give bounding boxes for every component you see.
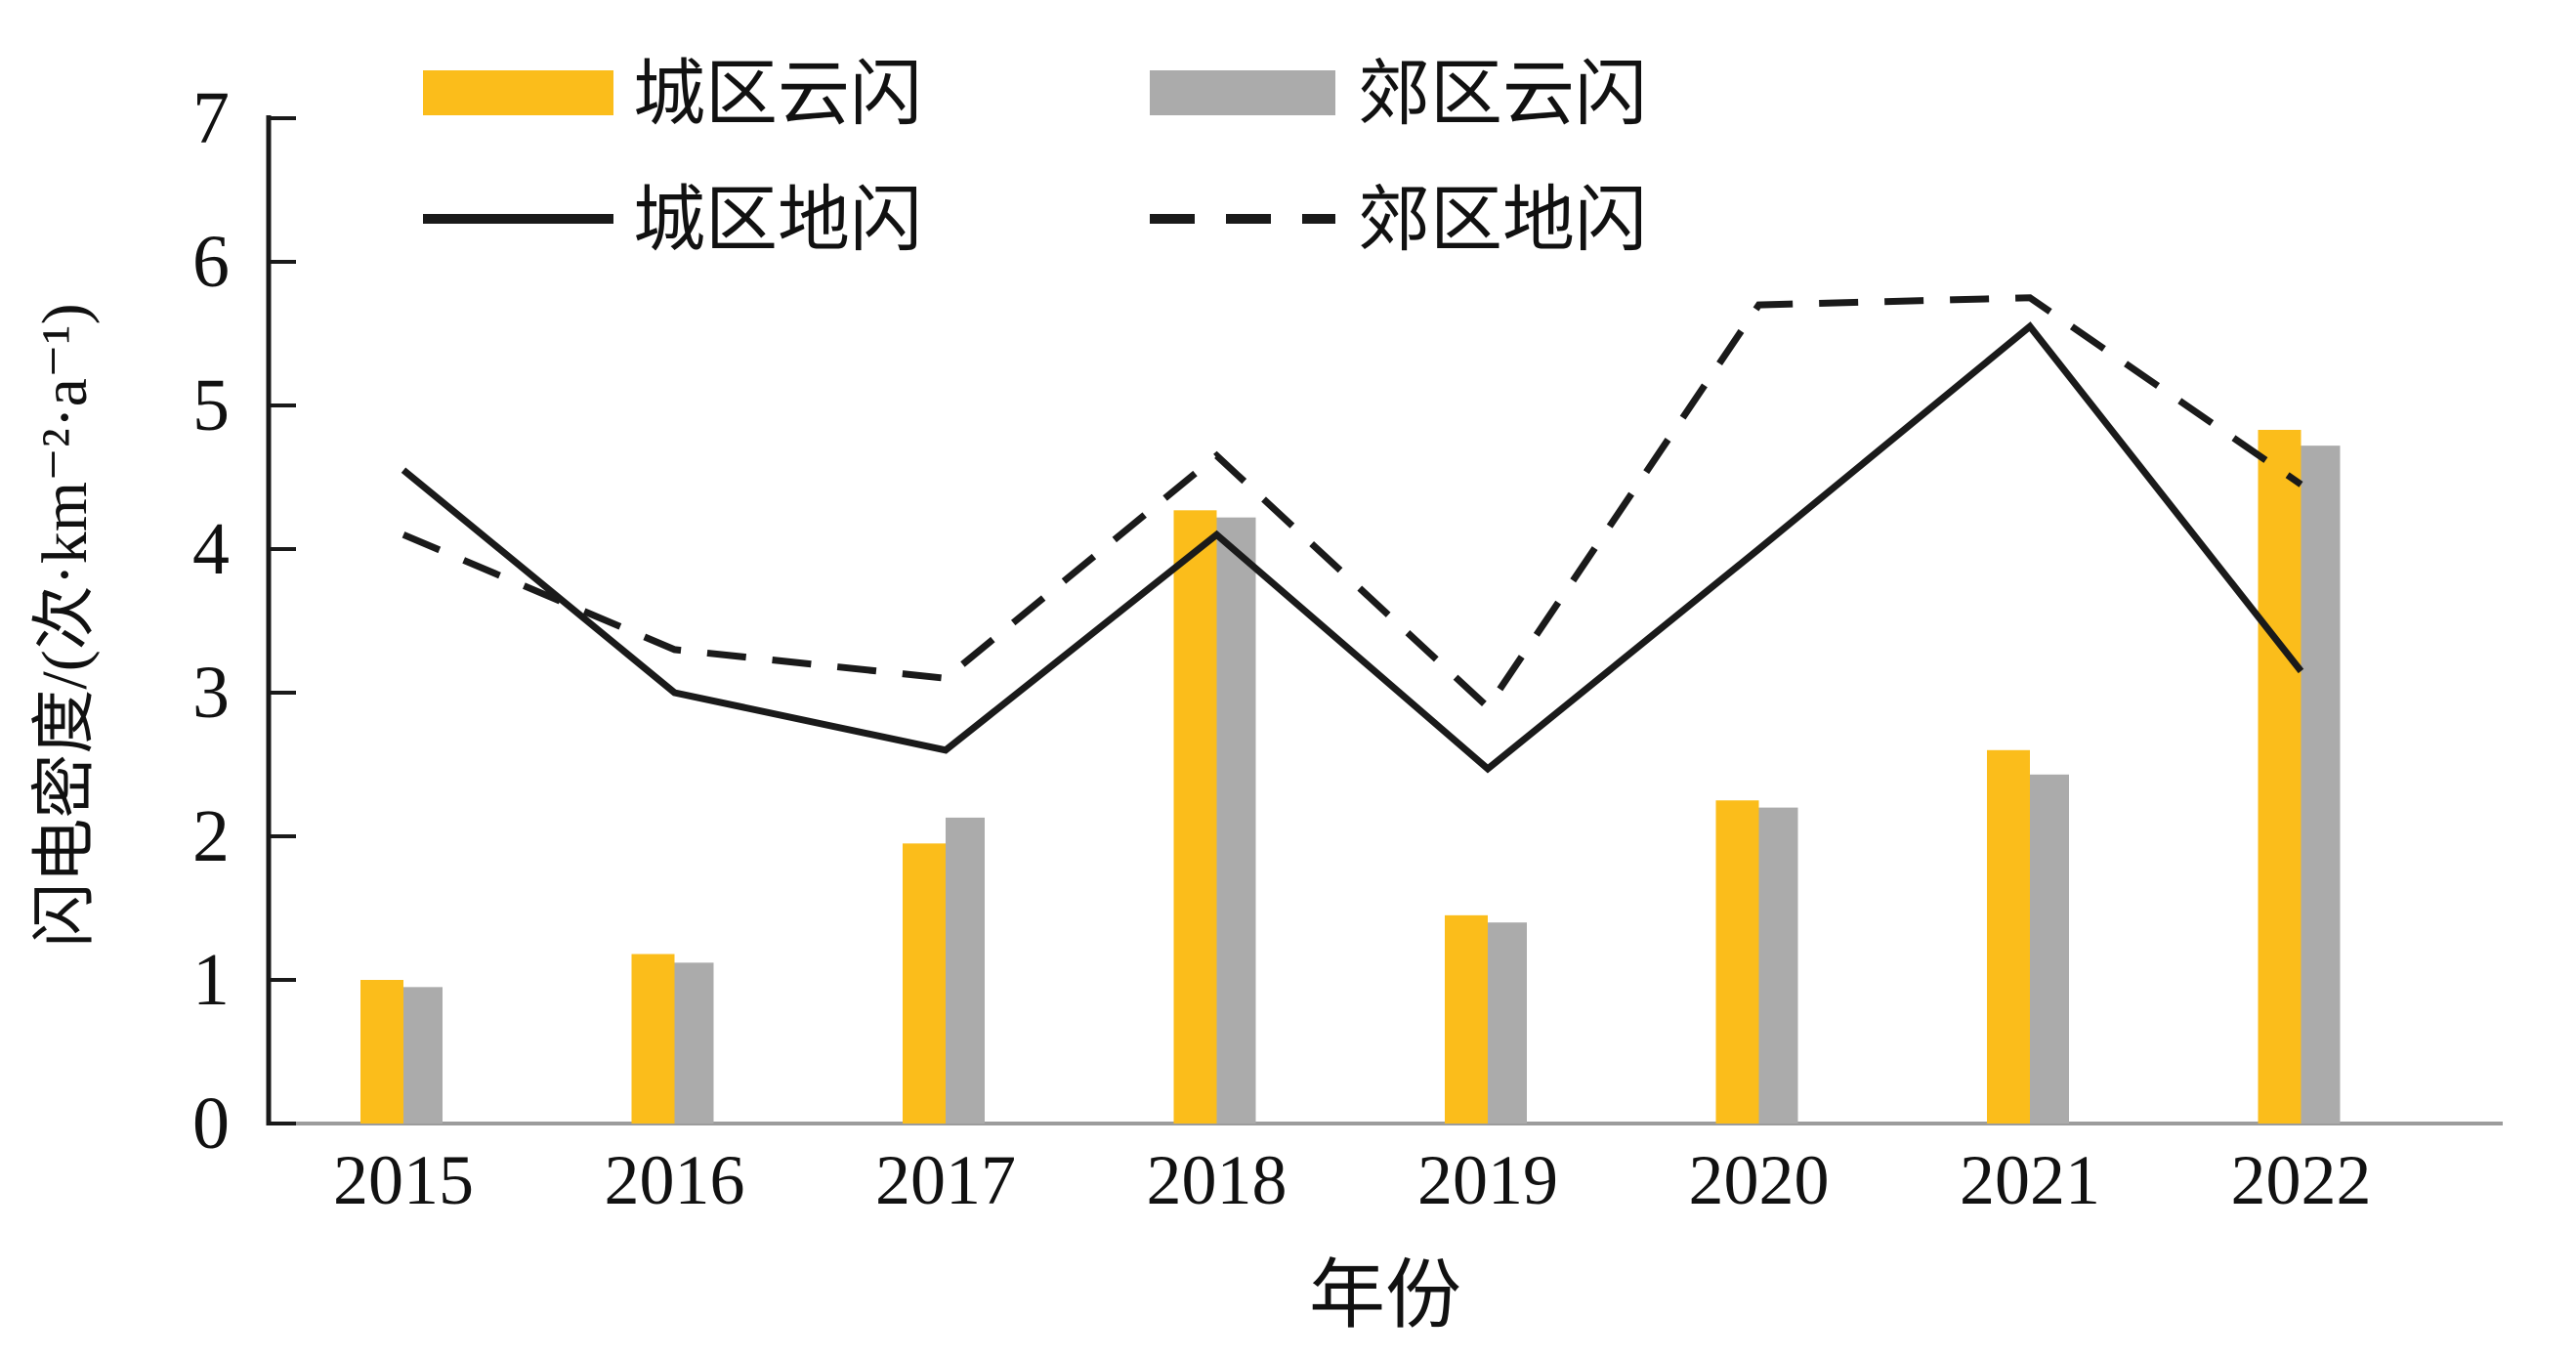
bar-suburb-cloud-2020 <box>1758 807 1798 1124</box>
bar-urban-cloud-2020 <box>1715 800 1759 1124</box>
legend-label-suburb-ground: 郊区地闪 <box>1358 181 1647 261</box>
x-tick-label-2018: 2018 <box>1147 1141 1288 1219</box>
bar-urban-cloud-2021 <box>1987 749 2030 1124</box>
legend-label-urban-cloud: 城区云闪 <box>633 55 922 135</box>
bar-urban-cloud-2018 <box>1173 510 1217 1124</box>
legend-swatch-suburb-cloud <box>1150 70 1335 115</box>
bar-suburb-cloud-2017 <box>946 817 985 1124</box>
y-tick-label-1: 1 <box>192 939 230 1021</box>
x-tick-label-2015: 2015 <box>333 1141 474 1219</box>
bar-suburb-cloud-2019 <box>1488 922 1527 1124</box>
y-tick-label-3: 3 <box>192 652 230 734</box>
x-axis-title: 年份 <box>1309 1252 1461 1337</box>
bar-urban-cloud-2016 <box>631 954 675 1124</box>
legend-label-suburb-cloud: 郊区云闪 <box>1358 55 1647 135</box>
y-tick-label-6: 6 <box>192 221 230 303</box>
y-tick-label-4: 4 <box>192 508 230 590</box>
bar-suburb-cloud-2021 <box>2030 774 2069 1124</box>
legend-label-urban-ground: 城区地闪 <box>633 181 922 261</box>
x-tick-label-2017: 2017 <box>875 1141 1016 1219</box>
bar-urban-cloud-2015 <box>360 980 403 1124</box>
line-urban-ground <box>401 321 2304 774</box>
x-tick-label-2022: 2022 <box>2231 1141 2372 1219</box>
bar-urban-cloud-2022 <box>2258 429 2302 1124</box>
x-tick-label-2016: 2016 <box>605 1141 745 1219</box>
y-axis-title: 闪电密度/(次·km⁻²·a⁻¹) <box>29 303 101 947</box>
bar-suburb-cloud-2016 <box>674 962 714 1124</box>
bar-suburb-cloud-2018 <box>1216 517 1256 1124</box>
bar-suburb-cloud-2015 <box>403 987 443 1124</box>
bar-suburb-cloud-2022 <box>2301 446 2341 1124</box>
line-suburb-ground <box>401 294 2303 713</box>
y-tick-label-0: 0 <box>192 1082 230 1165</box>
x-tick-label-2019: 2019 <box>1417 1141 1558 1219</box>
x-tick-label-2020: 2020 <box>1689 1141 1830 1219</box>
y-tick-label-7: 7 <box>192 77 230 159</box>
y-tick-label-5: 5 <box>192 364 230 446</box>
legend: 城区云闪 郊区云闪 城区地闪 郊区地闪 <box>423 55 1647 261</box>
bar-urban-cloud-2017 <box>903 843 946 1124</box>
bar-urban-cloud-2019 <box>1445 914 1488 1124</box>
plot-area: 0 1 2 3 4 5 6 7 2015 2016 2017 2018 2019 2020 2021 2022 <box>192 77 2503 1219</box>
x-tick-label-2021: 2021 <box>1960 1141 2100 1219</box>
y-tick-label-2: 2 <box>192 795 230 877</box>
legend-swatch-urban-cloud <box>423 70 613 115</box>
